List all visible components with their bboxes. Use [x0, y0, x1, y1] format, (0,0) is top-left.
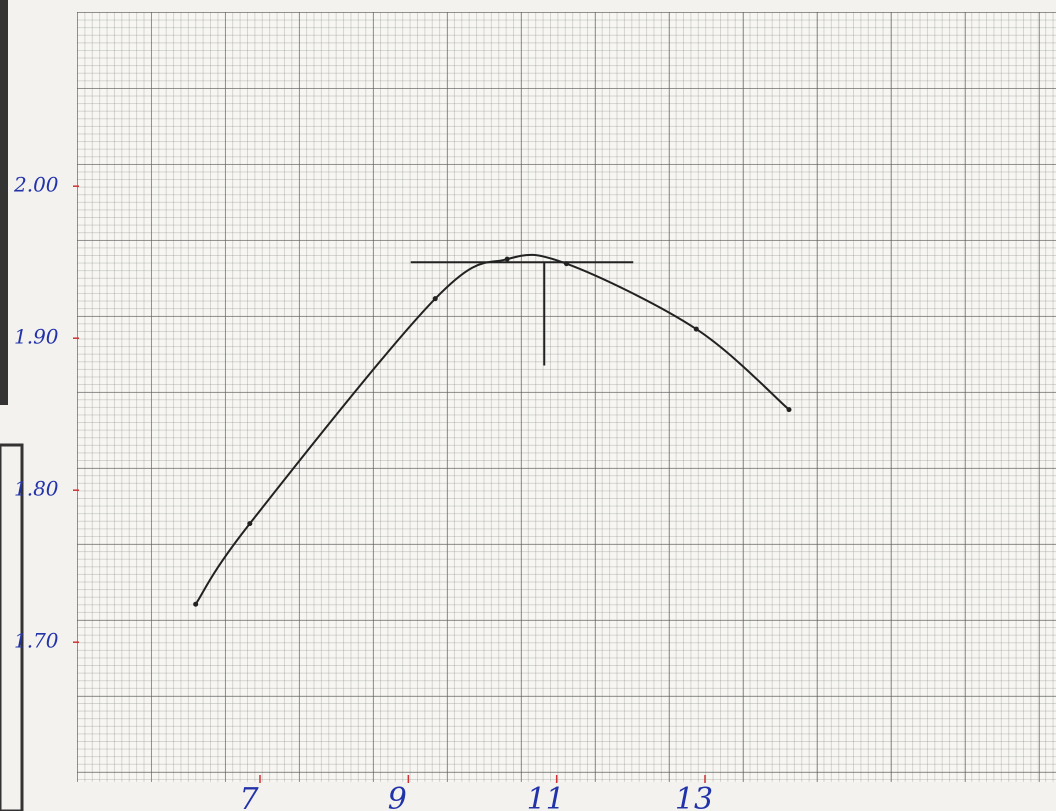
y-tick-label: 1.90: [14, 325, 59, 349]
x-tick-label: 13: [675, 782, 713, 811]
point: [193, 602, 198, 607]
x-tick-label: 11: [527, 782, 565, 811]
point: [505, 257, 510, 262]
point: [247, 521, 252, 526]
y-tick-label: 2.00: [13, 173, 59, 197]
chart: 2.00 1.90 1.80 1.70 7 9 11 13: [0, 0, 1056, 811]
point: [787, 407, 792, 412]
y-tick-label: 1.80: [14, 477, 59, 501]
point: [433, 296, 438, 301]
y-tick-label: 1.70: [14, 629, 59, 653]
x-tick-label: 9: [388, 782, 407, 811]
page: 2.001.901.801.70791113 (() => { const da…: [0, 0, 1056, 811]
curve: [196, 255, 789, 604]
binder-edge: [0, 0, 8, 405]
x-tick-label: 7: [239, 782, 259, 811]
point: [694, 327, 699, 332]
